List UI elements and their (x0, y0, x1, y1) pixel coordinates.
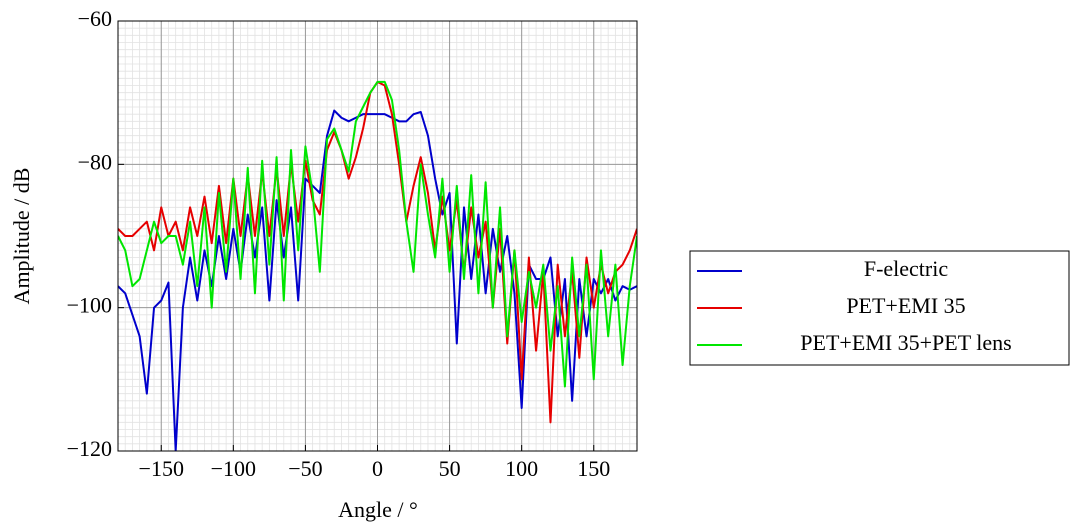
y-tick-label: −60 (78, 6, 112, 31)
x-tick-label: 100 (505, 456, 538, 481)
data-line (118, 80, 637, 388)
x-tick-label: 50 (439, 456, 461, 481)
x-tick-label: 0 (372, 456, 383, 481)
plot-lines (118, 80, 637, 451)
x-tick-label: −150 (139, 456, 184, 481)
legend-label: PET+EMI 35+PET lens (800, 330, 1011, 355)
x-tick-label: −100 (211, 456, 256, 481)
x-tick-label: −50 (288, 456, 322, 481)
legend-box (689, 250, 1070, 366)
x-tick-label: 150 (577, 456, 610, 481)
plot-frame (117, 20, 638, 452)
x-axis-label: Angle / ° (338, 497, 418, 522)
y-tick-label: −80 (78, 149, 112, 174)
data-line (118, 109, 637, 451)
y-tick-label: −100 (67, 293, 112, 318)
y-tick-label: −120 (67, 436, 112, 461)
legend-label: F-electric (864, 256, 949, 281)
y-axis-label: Amplitude / dB (9, 168, 34, 305)
legend-label: PET+EMI 35 (846, 293, 965, 318)
